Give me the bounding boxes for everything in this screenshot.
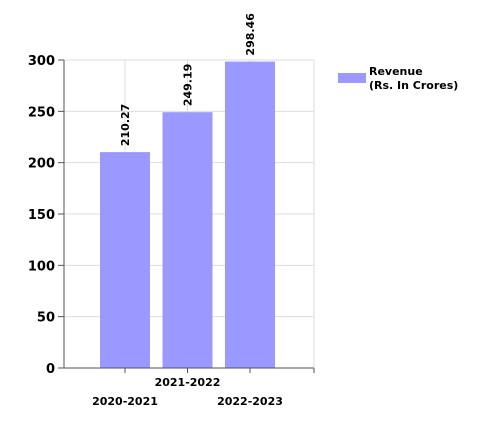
x-category-label: 2020-2021 (92, 395, 158, 408)
y-tick-label: 200 (28, 157, 55, 172)
data-labels: 210.27 249.19 298.46 (119, 13, 257, 146)
y-tick-label: 150 (28, 208, 55, 223)
bar-2020-2021 (100, 152, 150, 368)
x-axis-categories: 2020-2021 2021-2022 2022-2023 (92, 376, 283, 408)
data-label: 210.27 (119, 104, 132, 146)
y-tick-label: 0 (46, 362, 55, 377)
bar-2021-2022 (162, 112, 213, 368)
legend: Revenue (Rs. In Crores) (338, 65, 458, 92)
data-label: 298.46 (244, 13, 257, 56)
x-category-label: 2021-2022 (155, 376, 221, 389)
y-tick-label: 250 (28, 105, 55, 120)
legend-swatch (338, 73, 366, 83)
legend-label-line2: (Rs. In Crores) (369, 79, 458, 92)
bars (100, 61, 275, 369)
y-tick-label: 300 (28, 54, 55, 69)
y-tick-label: 50 (37, 311, 55, 326)
bar-2022-2023 (225, 61, 275, 369)
legend-label-line1: Revenue (369, 65, 423, 78)
y-tick-label: 100 (28, 259, 55, 274)
x-category-label: 2022-2023 (217, 395, 283, 408)
y-axis-ticks: 0 50 100 150 200 250 300 (28, 54, 315, 377)
data-label: 249.19 (182, 64, 195, 106)
